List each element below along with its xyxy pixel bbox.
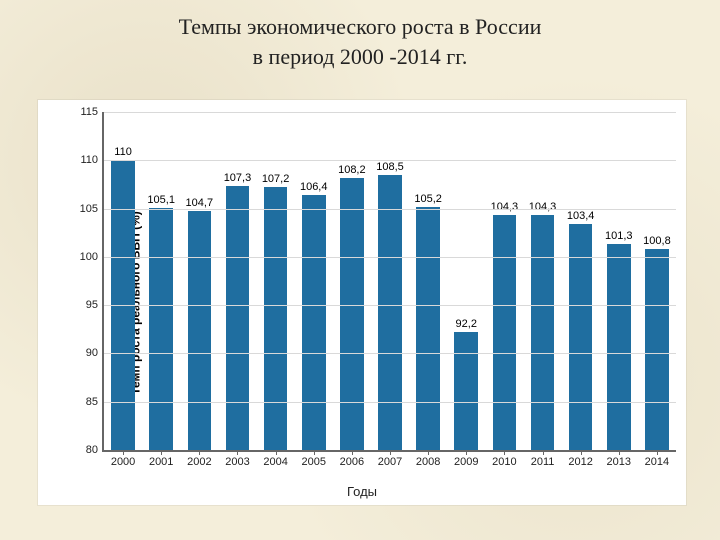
gridline — [104, 112, 676, 113]
title-line-1: Темпы экономического роста в России — [179, 14, 542, 39]
bar-rect — [149, 208, 173, 450]
y-tick-label: 110 — [80, 154, 104, 166]
bar-value-label: 101,3 — [605, 230, 633, 242]
bar: 105,2 — [416, 207, 440, 450]
bar: 100,8 — [645, 249, 669, 450]
y-tick-label: 115 — [80, 106, 104, 118]
bar-rect — [569, 224, 593, 450]
gridline — [104, 402, 676, 403]
y-tick-label: 105 — [80, 203, 104, 215]
bar-value-label: 107,2 — [262, 173, 290, 185]
bar-rect — [226, 186, 250, 450]
bar-value-label: 104,3 — [529, 201, 557, 213]
bar-rect — [531, 215, 555, 450]
x-tick-label: 2008 — [416, 450, 440, 468]
bar-value-label: 106,4 — [300, 181, 328, 193]
bar-value-label: 107,3 — [224, 172, 252, 184]
x-tick-label: 2003 — [225, 450, 249, 468]
bar-value-label: 104,3 — [491, 201, 519, 213]
bar-value-label: 110 — [114, 146, 132, 158]
x-tick-label: 2012 — [568, 450, 592, 468]
gridline — [104, 305, 676, 306]
plot-area: 110 105,1 104,7 107,3 107,2 106,4 108,2 108,5 10… — [102, 112, 676, 452]
chart-container: Темп роста реального ВВП (%) 110105,1104… — [38, 100, 686, 505]
bar: 104,3 — [493, 215, 517, 450]
bar-value-label: 108,5 — [376, 161, 404, 173]
bar-rect — [607, 244, 631, 450]
bars-layer: 110 105,1 104,7 107,3 107,2 106,4 108,2 108,5 10… — [104, 112, 676, 450]
bar: 106,4 — [302, 195, 326, 450]
bar-rect — [264, 187, 288, 450]
bar-rect — [340, 178, 364, 450]
gridline — [104, 257, 676, 258]
gridline — [104, 353, 676, 354]
y-tick-label: 100 — [80, 251, 104, 263]
bar: 108,5 — [378, 175, 402, 450]
y-tick-label: 95 — [86, 299, 104, 311]
bar-rect — [302, 195, 326, 450]
x-tick-label: 2005 — [301, 450, 325, 468]
bar: 103,4 — [569, 224, 593, 450]
bar: 101,3 — [607, 244, 631, 450]
x-tick-label: 2006 — [340, 450, 364, 468]
bar-value-label: 108,2 — [338, 164, 366, 176]
x-tick-label: 2013 — [607, 450, 631, 468]
bar-rect — [493, 215, 517, 450]
bar: 92,2 — [454, 332, 478, 450]
x-tick-label: 2000 — [111, 450, 135, 468]
bar-rect — [378, 175, 402, 450]
bar: 104,3 — [531, 215, 555, 450]
bar-rect — [454, 332, 478, 450]
x-tick-label: 2001 — [149, 450, 173, 468]
bar-rect — [645, 249, 669, 450]
bar-value-label: 105,2 — [414, 193, 442, 205]
bar: 104,7 — [188, 211, 212, 450]
x-tick-label: 2014 — [645, 450, 669, 468]
x-tick-label: 2007 — [378, 450, 402, 468]
page: Темпы экономического роста в России в пе… — [0, 0, 720, 540]
title-line-2: в период 2000 -2014 гг. — [253, 44, 468, 69]
y-tick-label: 85 — [86, 396, 104, 408]
x-tick-label: 2009 — [454, 450, 478, 468]
bar-value-label: 92,2 — [456, 318, 477, 330]
gridline — [104, 209, 676, 210]
x-tick-label: 2004 — [263, 450, 287, 468]
bar-rect — [188, 211, 212, 450]
bar-value-label: 100,8 — [643, 235, 671, 247]
y-tick-label: 90 — [86, 347, 104, 359]
gridline — [104, 160, 676, 161]
x-tick-label: 2010 — [492, 450, 516, 468]
bar-value-label: 105,1 — [147, 194, 175, 206]
bar: 107,3 — [226, 186, 250, 450]
bar-rect — [416, 207, 440, 450]
bar: 105,1 — [149, 208, 173, 450]
x-axis-label: Годы — [38, 484, 686, 499]
bar: 107,2 — [264, 187, 288, 450]
x-tick-label: 2011 — [531, 450, 555, 468]
bar: 108,2 — [340, 178, 364, 450]
y-tick-label: 80 — [86, 444, 104, 456]
page-title: Темпы экономического роста в России в пе… — [0, 12, 720, 71]
bar-value-label: 103,4 — [567, 210, 595, 222]
x-tick-label: 2002 — [187, 450, 211, 468]
